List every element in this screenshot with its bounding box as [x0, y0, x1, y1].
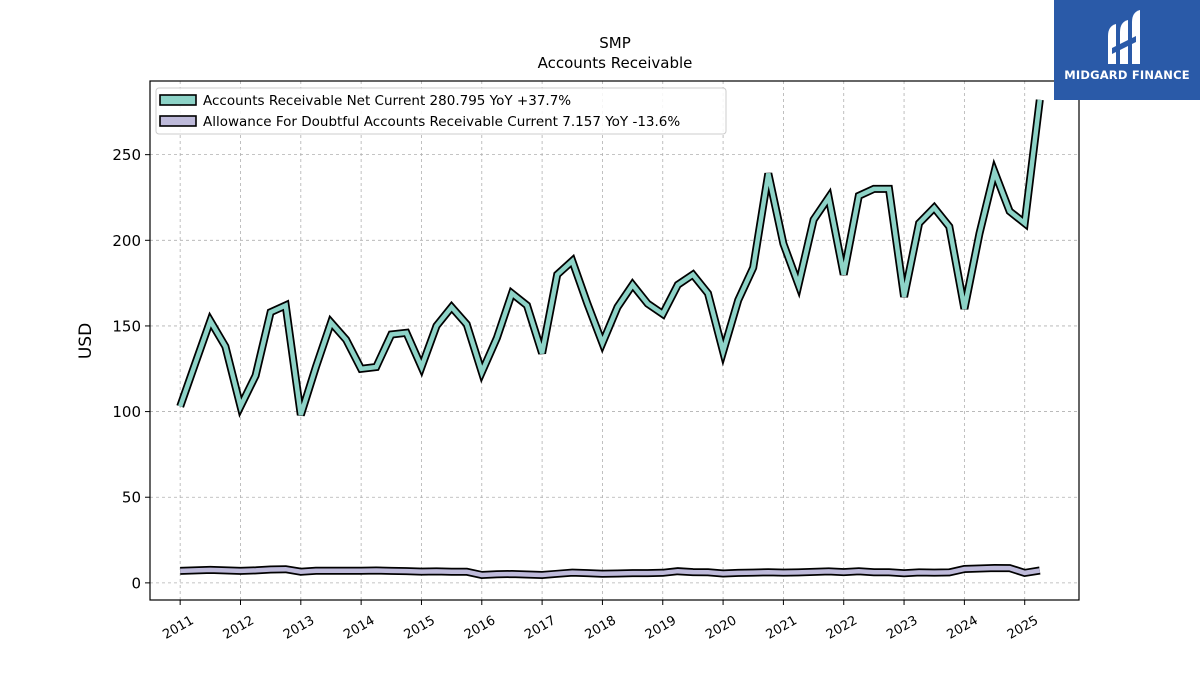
legend: Accounts Receivable Net Current 280.795 … [155, 87, 727, 135]
y-axis-ticks: 0 50 100 150 200 250 [112, 146, 150, 592]
series-line-2 [180, 565, 1041, 578]
logo-mark-icon [1108, 10, 1140, 64]
y-tick-label: 250 [112, 146, 141, 164]
midgard-finance-logo: MIDGARD FINANCE [1054, 0, 1200, 100]
legend-swatch-1 [159, 94, 197, 106]
y-axis-label: USD [76, 323, 96, 359]
x-tick-label: 2022 [824, 613, 860, 643]
y-tick-label: 100 [112, 403, 141, 421]
x-tick-label: 2020 [703, 613, 739, 643]
x-tick-label: 2018 [583, 613, 619, 643]
x-tick-label: 2023 [884, 613, 920, 643]
x-tick-label: 2017 [522, 613, 558, 643]
chart-title: SMP [599, 34, 631, 52]
x-tick-label: 2012 [221, 613, 257, 643]
legend-swatch-2 [159, 115, 197, 127]
x-tick-label: 2024 [945, 613, 981, 643]
series-group [176, 99, 1044, 580]
legend-box [155, 87, 727, 135]
series-line-1 [178, 99, 1043, 416]
y-tick-label: 0 [131, 574, 141, 592]
legend-label-1: Accounts Receivable Net Current 280.795 … [203, 93, 571, 109]
x-tick-label: 2015 [402, 613, 438, 643]
x-axis-ticks: 2011 2012 2013 2014 2015 2016 2017 2018 2019 2020… [160, 600, 1041, 643]
x-tick-label: 2014 [341, 613, 377, 643]
x-tick-label: 2021 [764, 613, 800, 643]
x-tick-label: 2025 [1005, 613, 1041, 643]
y-tick-label: 200 [112, 232, 141, 250]
plot-frame [149, 80, 1080, 601]
x-tick-label: 2016 [462, 613, 498, 643]
y-tick-label: 50 [122, 489, 141, 507]
chart-subtitle: Accounts Receivable [538, 54, 693, 72]
y-tick-label: 150 [112, 317, 141, 335]
x-tick-label: 2013 [281, 613, 317, 643]
x-tick-label: 2019 [643, 613, 679, 643]
logo-text: MIDGARD FINANCE [1064, 68, 1190, 82]
x-tick-label: 2011 [160, 613, 196, 643]
legend-label-2: Allowance For Doubtful Accounts Receivab… [203, 114, 680, 130]
